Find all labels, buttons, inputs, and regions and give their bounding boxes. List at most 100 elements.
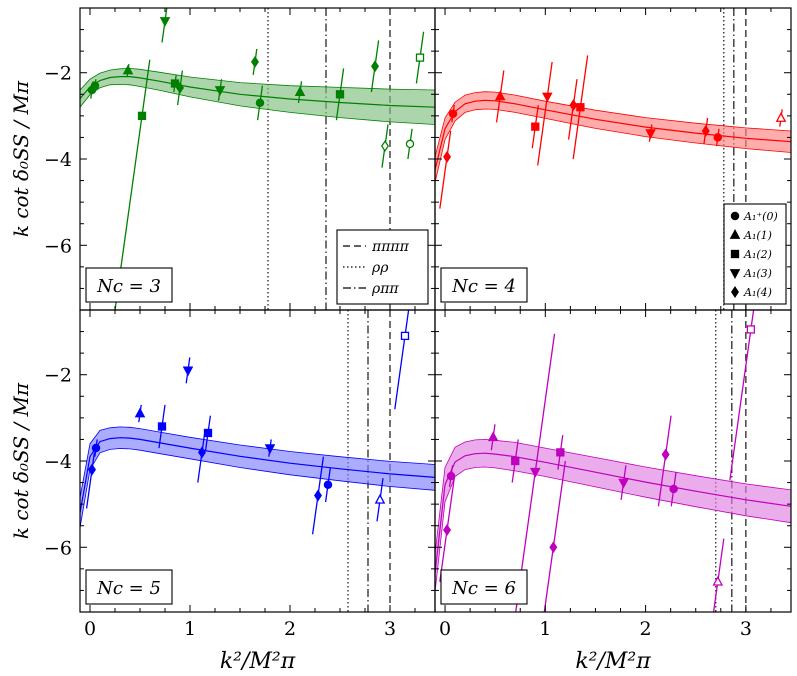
panel-1-data-point bbox=[176, 81, 184, 94]
x-axis-label-1: k²/M²π bbox=[220, 649, 296, 674]
panel-1-data-point bbox=[255, 98, 265, 108]
legend-marker-label-triangle-down: A₁(3) bbox=[743, 267, 772, 280]
panel-1-nc-label: Nc = 3 bbox=[96, 276, 161, 297]
panel-4-plot-area bbox=[435, 310, 791, 612]
panel-4-errorbar bbox=[543, 460, 567, 612]
ytick-label-row-1: −6 bbox=[44, 235, 72, 257]
panel-2-data-point bbox=[645, 129, 656, 140]
legend-line-label-dashdot: ρππ bbox=[371, 281, 399, 297]
panel-2-nc-box bbox=[440, 267, 528, 303]
legend-marker-label-triangle-up: A₁(1) bbox=[743, 229, 772, 242]
legend-marker-triangle-down bbox=[729, 269, 741, 279]
legend-marker-diamond bbox=[731, 286, 739, 298]
legend-line-label-dotted: ρρ bbox=[371, 260, 389, 276]
xtick-label-col-2: 2 bbox=[640, 618, 652, 640]
panel-1-data-point bbox=[90, 81, 100, 90]
panel-2-data-point bbox=[713, 133, 723, 142]
xtick-label-col-2: 3 bbox=[740, 618, 752, 640]
panel-3-data-point bbox=[203, 428, 213, 438]
xtick-label-col-1: 3 bbox=[384, 618, 396, 640]
panel-3-data-point bbox=[323, 480, 333, 489]
panel-2-fit-line bbox=[435, 99, 791, 170]
panel-3-data-point bbox=[374, 493, 386, 504]
x-axis-label-2: k²/M²π bbox=[575, 649, 651, 674]
panel-4-data-point bbox=[669, 484, 678, 494]
panel-1-plot-area bbox=[80, 8, 435, 310]
panel-4-data-point bbox=[446, 471, 456, 481]
panel-3-nc-label: Nc = 5 bbox=[96, 578, 161, 599]
panel-4-data-point bbox=[712, 575, 724, 586]
panel-1-data-point bbox=[335, 90, 345, 99]
panel-4-data-point bbox=[443, 524, 452, 537]
panel-2-errorbar bbox=[439, 130, 452, 209]
panel-1-data-point bbox=[159, 17, 171, 27]
panel-4-data-point bbox=[556, 448, 565, 457]
legend-marker-circle bbox=[730, 211, 740, 221]
xtick-label-col-1: 2 bbox=[284, 618, 296, 640]
y-axis-label-2: k cot δ₀SS / Mπ bbox=[9, 382, 33, 539]
panel-1-data-point bbox=[214, 86, 226, 96]
panel-3-data-point bbox=[264, 444, 276, 455]
panel-2-data-point bbox=[448, 109, 458, 118]
panel-2-data-point bbox=[569, 99, 578, 112]
panel-3-data-point bbox=[314, 489, 322, 502]
panel-2-data-point bbox=[542, 92, 553, 103]
panel-1-data-point bbox=[415, 53, 425, 62]
panel-4-data-point bbox=[746, 325, 756, 334]
panel-1-data-point bbox=[381, 140, 389, 153]
panel-4-errorbar bbox=[729, 310, 755, 481]
ytick-label-row-2: −4 bbox=[44, 451, 72, 473]
panel-3-data-point bbox=[157, 422, 167, 431]
panel-3-data-point bbox=[198, 446, 206, 459]
panel-3-data-point bbox=[182, 366, 194, 377]
panel-2-data-point bbox=[576, 103, 585, 112]
panel-2-errorbar bbox=[537, 61, 553, 166]
y-axis-label-1: k cot δ₀SS / Mπ bbox=[9, 80, 33, 237]
legend-marker-square bbox=[730, 249, 740, 259]
legend-thresholds: ππππ ρρ ρππ bbox=[336, 229, 429, 305]
panel-2-data-point bbox=[443, 150, 452, 163]
panel-4-data-point bbox=[487, 431, 499, 442]
panel-4-fit-band bbox=[435, 438, 791, 593]
panel-3-nc-box bbox=[85, 569, 173, 605]
xtick-label-col-2: 0 bbox=[439, 618, 451, 640]
ytick-label-row-1: −2 bbox=[44, 63, 72, 85]
xtick-label-col-1: 0 bbox=[84, 618, 96, 640]
panel-1-data-point bbox=[122, 64, 134, 75]
panel-4-data-point bbox=[529, 467, 541, 478]
legend-marker-triangle-up bbox=[729, 229, 741, 239]
panel-4-data-point bbox=[511, 456, 520, 466]
ytick-label-row-1: −4 bbox=[44, 149, 72, 171]
panel-3-data-point bbox=[88, 463, 96, 476]
legend-marker-label-diamond: A₁(4) bbox=[743, 286, 772, 299]
panel-1-data-point bbox=[294, 86, 306, 96]
panel-1-data-point bbox=[170, 79, 180, 88]
legend-markers: A₁⁺(0) A₁(1) A₁(2) A₁(3) A₁(4) bbox=[723, 203, 787, 305]
xtick-label-col-1: 1 bbox=[184, 618, 196, 640]
legend-marker-label-circle: A₁⁺(0) bbox=[743, 210, 778, 223]
panel-4-fit-line bbox=[435, 452, 791, 574]
panel-3-data-point bbox=[91, 443, 101, 453]
panel-4-nc-box bbox=[440, 569, 528, 605]
panel-1-data-point bbox=[251, 55, 259, 68]
panel-2-data-point bbox=[775, 112, 787, 122]
panel-3-errorbar bbox=[394, 310, 410, 410]
ytick-label-row-2: −6 bbox=[44, 537, 72, 559]
panel-2-nc-label: Nc = 4 bbox=[451, 276, 516, 297]
panel-2-data-point bbox=[531, 122, 540, 131]
panel-1-data-point bbox=[371, 60, 379, 73]
panel-3-plot-area bbox=[80, 310, 435, 612]
panel-4-nc-label: Nc = 6 bbox=[451, 578, 516, 599]
panel-1-data-point bbox=[405, 139, 415, 149]
panel-4-data-point bbox=[549, 541, 558, 554]
legend-line-label-dashed: ππππ bbox=[371, 239, 410, 255]
ytick-label-row-2: −2 bbox=[44, 365, 72, 387]
panel-4-data-point bbox=[661, 448, 670, 461]
legend-marker-label-square: A₁(2) bbox=[743, 248, 772, 261]
panel-1-fit-line bbox=[80, 76, 435, 108]
panel-4-errorbar bbox=[657, 415, 672, 507]
panel-2-data-point bbox=[494, 90, 506, 101]
panel-3-data-point bbox=[134, 407, 146, 418]
panel-3-fit-line bbox=[80, 437, 435, 513]
